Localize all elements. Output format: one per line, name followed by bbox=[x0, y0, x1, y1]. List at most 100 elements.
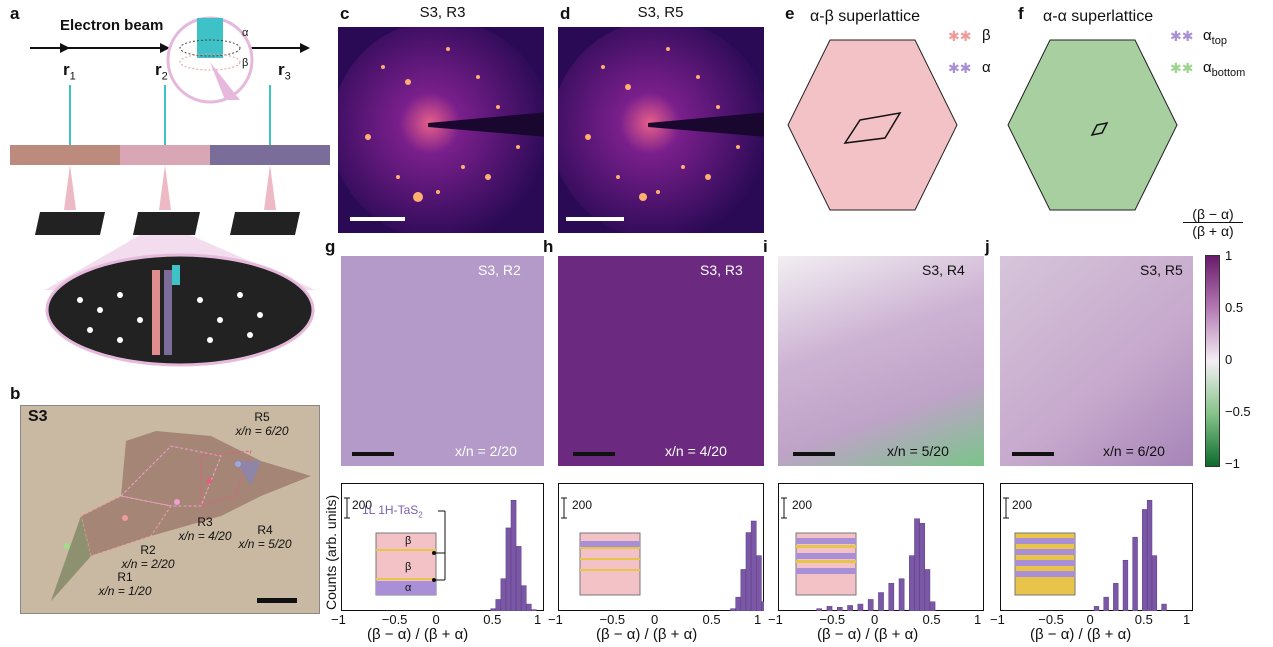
hist-bar bbox=[761, 601, 764, 611]
scalebar-g bbox=[352, 452, 394, 456]
hist-scale-j: 200 bbox=[1012, 498, 1033, 512]
hist-bar bbox=[505, 527, 512, 611]
panel-letter-g: g bbox=[325, 237, 336, 256]
frac-i: x/n = 5/20 bbox=[887, 443, 949, 459]
hist-bar bbox=[924, 569, 931, 611]
schematic-a bbox=[10, 16, 330, 367]
cb-tick-neg1: −1 bbox=[1225, 456, 1240, 471]
map-label-h: S3, R3 bbox=[700, 262, 743, 278]
hist-i bbox=[778, 483, 984, 611]
r1-label: r1 bbox=[63, 60, 76, 83]
hist-bar bbox=[515, 546, 522, 611]
xtick-label: 0.5 bbox=[1134, 612, 1153, 627]
hist-bar bbox=[867, 599, 874, 611]
hist-bar bbox=[847, 605, 853, 611]
xtick-label: 1 bbox=[534, 612, 542, 627]
optical-image-b bbox=[20, 405, 320, 614]
r2-label: r2 bbox=[155, 60, 168, 83]
title-e: α-β superlattice bbox=[810, 8, 921, 25]
hist-bar bbox=[735, 596, 742, 611]
hist-h bbox=[558, 483, 764, 611]
diffraction-c bbox=[338, 27, 544, 233]
map-label-g: S3, R2 bbox=[478, 262, 521, 278]
legend-beta-e: β bbox=[982, 27, 991, 44]
legend-alpha-e: α bbox=[982, 59, 991, 76]
hist-bar bbox=[826, 606, 833, 611]
hist-bar bbox=[898, 578, 905, 611]
hist-bar bbox=[1113, 583, 1119, 611]
hist-bar bbox=[929, 601, 936, 611]
alpha-label: α bbox=[242, 27, 249, 39]
scalebar-i bbox=[793, 452, 835, 456]
inset-layer-3: α bbox=[405, 582, 412, 594]
xtick-label: 0 bbox=[871, 612, 879, 627]
inset-label: 1L 1H-TaS2 bbox=[362, 503, 423, 520]
hist-bar bbox=[1103, 596, 1109, 611]
hex-e bbox=[787, 39, 958, 211]
map-g bbox=[341, 256, 544, 466]
xlabel-h: (β − α) / (β + α) bbox=[596, 626, 698, 643]
hist-bar bbox=[520, 585, 527, 611]
xtick-label: −0.5 bbox=[819, 612, 846, 627]
region-r5: R5 x/n = 6/20 bbox=[235, 410, 289, 438]
colorbar-title: (β − α) (β + α) bbox=[1183, 206, 1243, 239]
hist-j bbox=[1000, 483, 1193, 611]
hist-bars-g bbox=[490, 499, 537, 611]
hist-bar bbox=[919, 523, 926, 611]
r3-label: r3 bbox=[278, 60, 291, 83]
hist-bar bbox=[1146, 499, 1153, 611]
region-r4: R4 x/n = 5/20 bbox=[238, 523, 292, 551]
scalebar-h bbox=[573, 452, 615, 456]
hist-bar bbox=[740, 569, 747, 611]
xtick-label: −1 bbox=[768, 612, 783, 627]
diffraction-d bbox=[558, 27, 764, 233]
region-r3: R3 x/n = 4/20 bbox=[178, 515, 232, 543]
cb-tick-0.5: 0.5 bbox=[1225, 300, 1244, 315]
xtick-label: 1 bbox=[1183, 612, 1191, 627]
xlabel-j: (β − α) / (β + α) bbox=[1030, 626, 1132, 643]
beam-label: Electron beam bbox=[60, 17, 164, 34]
xlabel-i: (β − α) / (β + α) bbox=[817, 626, 919, 643]
hist-bar bbox=[730, 608, 736, 611]
xtick-label: 0 bbox=[651, 612, 659, 627]
panel-letter-b: b bbox=[10, 384, 21, 403]
title-c: S3, R3 bbox=[419, 4, 466, 21]
xtick-label: −0.5 bbox=[1038, 612, 1064, 627]
beta-star-icon: ✱✱ bbox=[948, 28, 972, 44]
frac-g: x/n = 2/20 bbox=[455, 443, 517, 459]
frac-j: x/n = 6/20 bbox=[1103, 443, 1165, 459]
hist-bar bbox=[510, 499, 517, 611]
xlabel-g: (β − α) / (β + α) bbox=[367, 626, 469, 643]
panel-letter-a: a bbox=[10, 4, 20, 23]
hist-bar bbox=[1122, 559, 1129, 611]
map-i bbox=[778, 256, 984, 466]
panel-letter-i: i bbox=[763, 237, 768, 256]
hist-bar bbox=[756, 555, 762, 611]
map-h bbox=[558, 256, 764, 466]
region-r2: R2 x/n = 2/20 bbox=[121, 543, 175, 571]
hex-f bbox=[1007, 39, 1178, 211]
hist-bar bbox=[1142, 509, 1148, 611]
map-label-i: S3, R4 bbox=[922, 262, 965, 278]
hist-bar bbox=[878, 592, 884, 611]
hist-bar bbox=[525, 603, 532, 611]
sample-label: S3 bbox=[28, 408, 48, 425]
map-j bbox=[1000, 256, 1193, 466]
panel-letter-c: c bbox=[340, 4, 350, 23]
xtick-label: −1 bbox=[331, 612, 346, 627]
xtick-label: −1 bbox=[990, 612, 1005, 627]
title-f: α-α superlattice bbox=[1043, 8, 1154, 25]
region-r1: R1 x/n = 1/20 bbox=[98, 570, 152, 598]
hist-bar bbox=[1093, 606, 1100, 611]
alpha-star-icon: ✱✱ bbox=[948, 60, 972, 76]
legend-alpha-top: αtop bbox=[1203, 27, 1227, 47]
xtick-label: 0.5 bbox=[483, 612, 502, 627]
inset-layer-1: β bbox=[405, 535, 412, 547]
panel-letter-e: e bbox=[785, 4, 795, 23]
hist-bar bbox=[909, 555, 915, 611]
hist-scale-i: 200 bbox=[792, 498, 813, 512]
hist-bar bbox=[531, 609, 537, 611]
hist-bar bbox=[816, 608, 823, 611]
scalebar-j bbox=[1012, 452, 1054, 456]
hist-bar bbox=[750, 520, 757, 611]
